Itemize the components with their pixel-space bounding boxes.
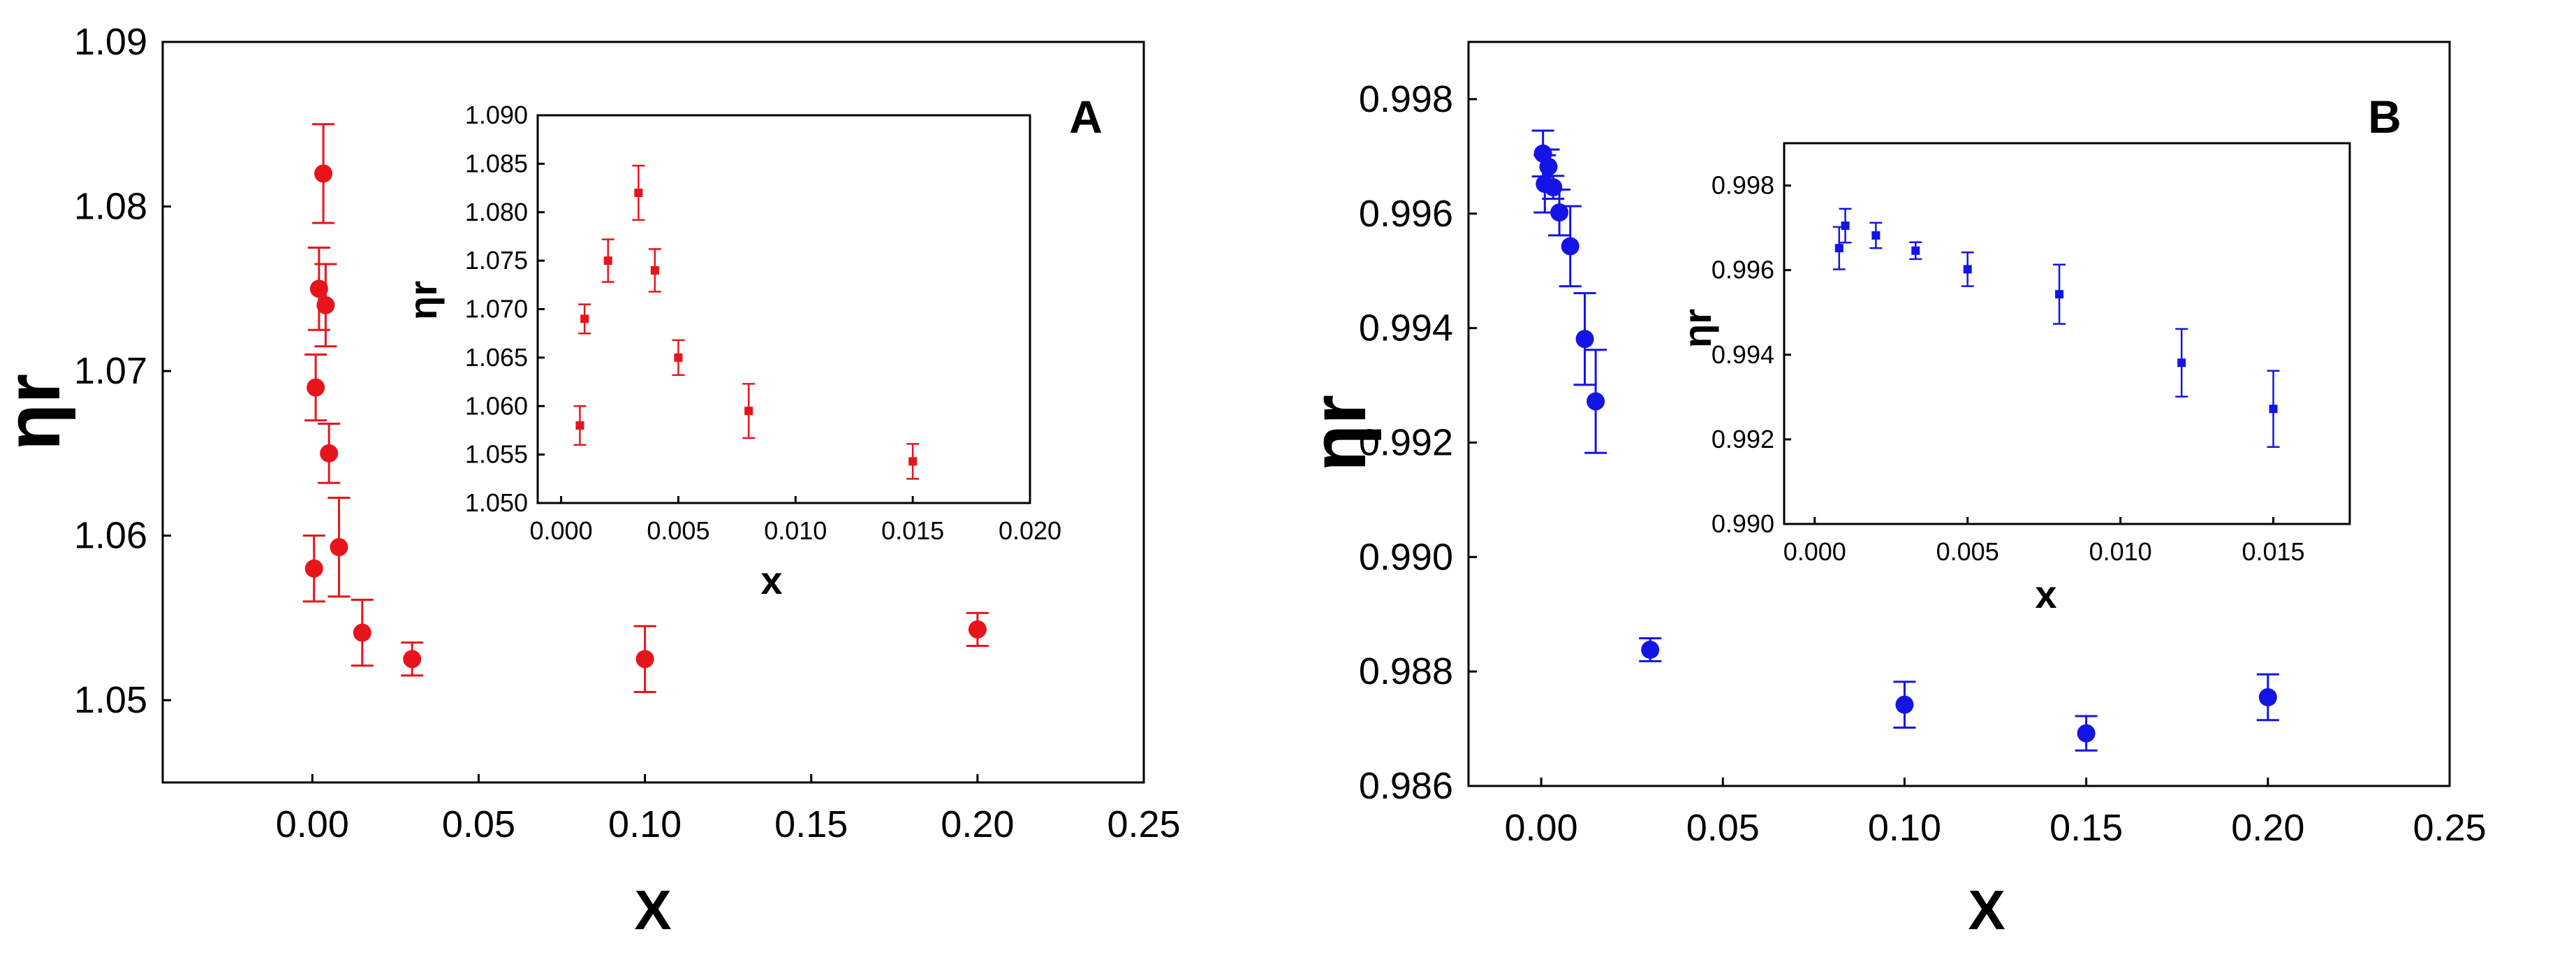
b-main-data-point xyxy=(1895,695,1914,714)
a-main-y-axis-label: ηr xyxy=(0,374,76,451)
a-inset-y-axis-label: ηr xyxy=(401,281,445,320)
b-inset-data-point xyxy=(1841,221,1850,231)
b-inset-data-point xyxy=(2177,358,2186,367)
a-main-xtick-label: 0.25 xyxy=(1107,803,1180,845)
a-inset-data-point xyxy=(580,314,589,323)
b-main-xtick-label: 0.10 xyxy=(1868,807,1941,849)
b-inset-ytick-label: 0.990 xyxy=(1712,509,1774,538)
a-main-data-point xyxy=(330,538,348,557)
panel-label-b: B xyxy=(2368,91,2401,143)
b-main-ytick-label: 0.988 xyxy=(1359,650,1453,692)
b-main-data-point xyxy=(1539,157,1558,176)
b-inset-data-point xyxy=(1871,231,1881,240)
b-main-ytick-label: 0.992 xyxy=(1359,421,1453,463)
b-inset-ytick-label: 0.994 xyxy=(1712,340,1774,369)
a-inset-data-point xyxy=(634,189,643,197)
b-main-data-point xyxy=(2258,688,2277,707)
a-inset-xtick-label: 0.020 xyxy=(999,516,1061,545)
panel-a: 1.05 1.06 1.07 1.08 1.09 0.00 0.05 0.10 0.15 0.20… xyxy=(0,21,1181,941)
b-inset-xtick-label: 0.005 xyxy=(1936,537,1999,566)
a-inset-xtick-label: 0.010 xyxy=(764,516,827,545)
a-main-ytick-label: 1.09 xyxy=(74,21,147,63)
b-inset-xtick-label: 0.015 xyxy=(2242,537,2304,566)
a-inset-ytick-label: 1.065 xyxy=(465,343,528,372)
b-main-data-point xyxy=(1544,178,1563,197)
a-main-ytick-label: 1.08 xyxy=(74,186,147,228)
a-inset-ytick-label: 1.055 xyxy=(465,440,528,469)
b-main-data-point xyxy=(1550,203,1569,222)
b-main-xtick-label: 0.00 xyxy=(1505,807,1578,849)
panel-label-a: A xyxy=(1069,91,1103,143)
a-inset-data-point xyxy=(674,353,683,362)
a-main-ytick-label: 1.06 xyxy=(74,515,147,557)
a-main-ytick-label: 1.05 xyxy=(74,679,147,721)
b-main-y-axis-label: ηr xyxy=(1296,395,1382,472)
a-main-xtick-label: 0.10 xyxy=(608,803,682,845)
b-inset-xtick-label: 0.010 xyxy=(2089,537,2152,566)
b-inset-data-point xyxy=(1911,246,1920,255)
b-main-ytick-label: 0.990 xyxy=(1359,536,1453,578)
a-inset-data-point xyxy=(908,457,918,466)
b-main-xtick-label: 0.15 xyxy=(2049,807,2123,849)
a-inset-data-point xyxy=(650,266,659,275)
a-main-data-point xyxy=(316,296,335,314)
a-inset-data-point xyxy=(575,421,584,430)
b-inset-ytick-label: 0.996 xyxy=(1712,256,1774,284)
b-main-xtick-label: 0.05 xyxy=(1686,807,1760,849)
b-main-data-point xyxy=(1641,641,1660,660)
b-inset-xtick-label: 0.000 xyxy=(1783,537,1846,566)
b-inset-data-point xyxy=(2055,290,2064,299)
a-inset-ytick-label: 1.080 xyxy=(465,198,528,226)
b-inset-data-point xyxy=(1963,265,1972,274)
b-main-xtick-label: 0.20 xyxy=(2231,807,2304,849)
a-main-ytick-label: 1.07 xyxy=(74,350,147,392)
b-inset-x-axis-label: x xyxy=(2035,572,2056,616)
b-main-data-point xyxy=(2077,724,2096,743)
b-inset-ytick-label: 0.992 xyxy=(1712,425,1774,453)
a-main-data-point xyxy=(314,164,333,183)
a-inset-ytick-label: 1.085 xyxy=(465,149,528,177)
b-main-data-point xyxy=(1587,392,1605,411)
a-main-data-point xyxy=(307,378,325,397)
a-main-data-point xyxy=(353,623,371,642)
a-inset-data-point xyxy=(603,256,612,265)
b-main-data-point xyxy=(1561,237,1580,256)
a-inset-ytick-label: 1.050 xyxy=(465,488,528,517)
a-main-xtick-label: 0.20 xyxy=(941,803,1014,845)
a-inset-data-point xyxy=(744,407,753,416)
a-main-data-point xyxy=(309,279,328,298)
b-inset-data-point xyxy=(1834,244,1843,253)
a-main-data-point xyxy=(304,559,323,578)
a-inset-x-axis-label: x xyxy=(760,558,782,602)
b-main-xtick-label: 0.25 xyxy=(2413,807,2486,849)
b-inset-data-point xyxy=(2269,405,2278,414)
a-main-data-point xyxy=(403,650,422,669)
a-inset-plot-frame xyxy=(536,114,1031,504)
a-inset-xtick-label: 0.000 xyxy=(530,516,593,545)
a-main-data-point xyxy=(968,620,987,639)
b-inset-ytick-label: 0.998 xyxy=(1712,171,1774,200)
b-main-ytick-label: 0.998 xyxy=(1359,78,1453,120)
a-inset-xtick-label: 0.005 xyxy=(647,516,709,545)
b-inset-y-axis-label: ηr xyxy=(1675,309,1719,348)
b-main-ytick-label: 0.994 xyxy=(1359,307,1453,349)
a-inset-xtick-label: 0.015 xyxy=(881,516,944,545)
a-main-data-point xyxy=(320,444,339,462)
b-main-ytick-label: 0.986 xyxy=(1359,765,1453,807)
b-main-x-axis-label: X xyxy=(1968,879,2005,941)
a-main-xtick-label: 0.15 xyxy=(774,803,848,845)
a-main-x-axis-label: X xyxy=(634,879,671,941)
a-main-xtick-label: 0.00 xyxy=(276,803,349,845)
a-main-data-point xyxy=(635,650,654,669)
b-main-ytick-label: 0.996 xyxy=(1359,193,1453,235)
b-main-data-point xyxy=(1575,330,1594,349)
a-inset-ytick-label: 1.060 xyxy=(465,391,528,420)
a-inset-ytick-label: 1.070 xyxy=(465,295,528,323)
a-inset-ytick-label: 1.075 xyxy=(465,246,528,275)
a-inset-ytick-label: 1.090 xyxy=(465,101,528,129)
a-main-xtick-label: 0.05 xyxy=(442,803,515,845)
b-inset-plot-frame xyxy=(1783,142,2351,525)
